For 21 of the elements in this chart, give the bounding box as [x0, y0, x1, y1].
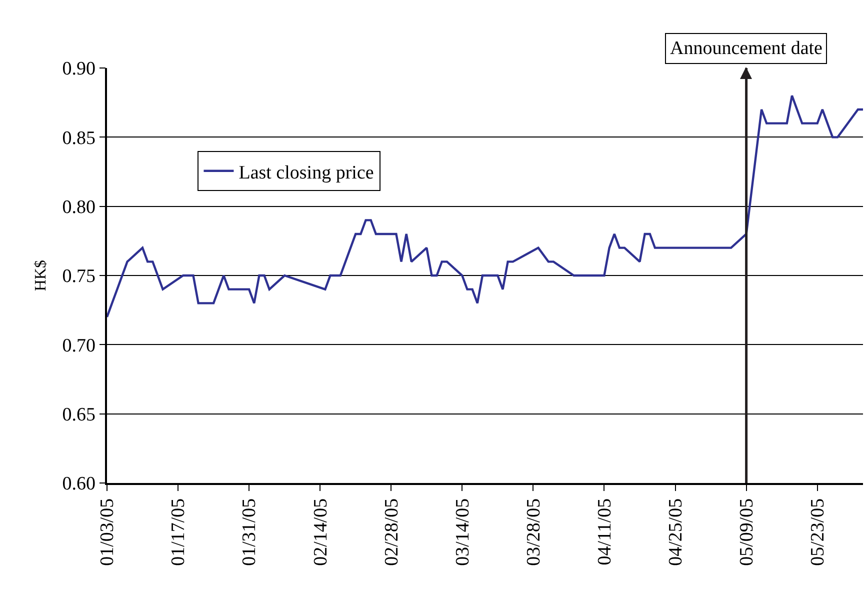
- y-axis-title: HK$: [32, 260, 50, 292]
- x-tick-label: 05/23/05: [808, 498, 829, 566]
- x-tick-label: 03/28/05: [523, 498, 544, 566]
- y-tick-label: 0.65: [62, 404, 96, 426]
- y-tick-label: 0.70: [62, 335, 96, 356]
- x-tick-label: 01/17/05: [168, 498, 190, 566]
- x-tick-label: 03/14/05: [452, 498, 474, 566]
- y-tick-label: 0.85: [62, 128, 96, 149]
- x-tick-label: 02/14/05: [310, 498, 332, 566]
- x-tick-label: 04/25/05: [665, 498, 686, 566]
- y-tick-label: 0.60: [62, 474, 96, 495]
- x-tick-label: 04/11/05: [594, 498, 616, 566]
- y-tick-label: 0.75: [62, 266, 96, 288]
- y-tick-label: 0.80: [62, 196, 96, 218]
- y-tick-label: 0.90: [62, 58, 96, 80]
- x-tick-label: 02/28/05: [381, 498, 402, 566]
- legend-label: Last closing price: [238, 162, 374, 184]
- x-tick-label: 01/03/05: [97, 498, 118, 566]
- x-tick-label: 01/31/05: [239, 498, 260, 566]
- x-tick-label: 05/09/05: [736, 498, 758, 566]
- ref-line-label: Announcement date: [670, 38, 822, 59]
